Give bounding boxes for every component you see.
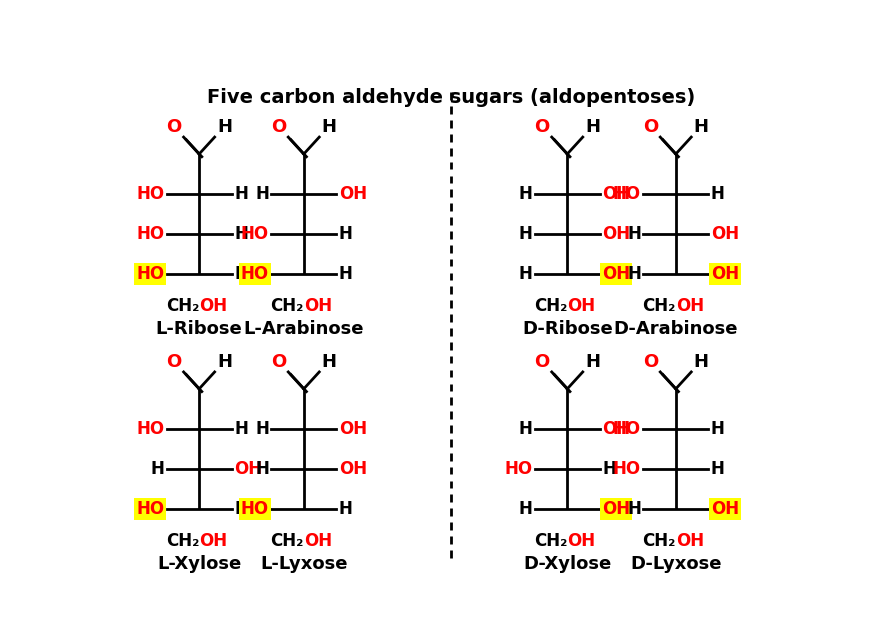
Text: OH: OH	[199, 532, 227, 550]
Text: H: H	[711, 185, 724, 203]
Text: H: H	[711, 460, 724, 478]
Text: HO: HO	[504, 460, 532, 478]
Text: CH₂: CH₂	[270, 297, 304, 315]
Text: OH: OH	[304, 297, 332, 315]
Text: HO: HO	[241, 265, 269, 283]
Text: CH₂: CH₂	[642, 532, 676, 550]
Text: CH₂: CH₂	[165, 532, 199, 550]
Text: OH: OH	[711, 265, 738, 283]
Text: OH: OH	[602, 420, 630, 438]
Text: OH: OH	[304, 532, 332, 550]
Text: H: H	[255, 460, 269, 478]
Text: HO: HO	[612, 420, 641, 438]
Text: H: H	[234, 265, 248, 283]
Text: CH₂: CH₂	[165, 297, 199, 315]
Text: H: H	[693, 118, 708, 136]
Text: OH: OH	[676, 297, 704, 315]
Text: H: H	[321, 118, 336, 136]
Text: H: H	[234, 420, 248, 438]
Text: O: O	[271, 118, 286, 136]
Text: Five carbon aldehyde sugars (aldopentoses): Five carbon aldehyde sugars (aldopentose…	[207, 88, 695, 107]
Text: H: H	[711, 420, 724, 438]
Text: OH: OH	[339, 420, 367, 438]
Text: OH: OH	[602, 265, 630, 283]
Text: L-Ribose: L-Ribose	[156, 320, 243, 338]
Text: O: O	[166, 353, 181, 371]
Text: H: H	[627, 500, 641, 518]
Text: H: H	[627, 225, 641, 243]
Text: H: H	[150, 460, 165, 478]
Text: H: H	[339, 500, 353, 518]
Text: HO: HO	[136, 500, 165, 518]
Text: H: H	[217, 118, 232, 136]
Text: H: H	[602, 460, 616, 478]
Text: HO: HO	[136, 265, 165, 283]
Text: HO: HO	[136, 225, 165, 243]
Text: H: H	[518, 225, 532, 243]
Text: OH: OH	[711, 500, 738, 518]
Text: H: H	[518, 185, 532, 203]
Text: H: H	[234, 500, 248, 518]
Text: H: H	[339, 225, 353, 243]
Text: D-Ribose: D-Ribose	[522, 320, 612, 338]
Text: OH: OH	[339, 460, 367, 478]
Text: H: H	[234, 185, 248, 203]
Text: O: O	[271, 353, 286, 371]
Text: H: H	[339, 265, 353, 283]
Text: H: H	[234, 225, 248, 243]
Text: L-Xylose: L-Xylose	[157, 555, 241, 573]
Text: L-Lyxose: L-Lyxose	[260, 555, 348, 573]
Text: HO: HO	[136, 420, 165, 438]
Text: L-Arabinose: L-Arabinose	[244, 320, 364, 338]
Text: OH: OH	[199, 297, 227, 315]
Text: HO: HO	[612, 460, 641, 478]
Text: O: O	[534, 118, 549, 136]
Text: CH₂: CH₂	[270, 532, 304, 550]
Text: OH: OH	[568, 297, 596, 315]
Text: OH: OH	[602, 500, 630, 518]
Text: H: H	[217, 353, 232, 371]
Text: D-Arabinose: D-Arabinose	[613, 320, 738, 338]
Text: CH₂: CH₂	[642, 297, 676, 315]
Text: OH: OH	[676, 532, 704, 550]
Text: H: H	[255, 185, 269, 203]
Text: OH: OH	[339, 185, 367, 203]
Text: D-Xylose: D-Xylose	[523, 555, 612, 573]
Text: CH₂: CH₂	[534, 297, 568, 315]
Text: H: H	[518, 265, 532, 283]
Text: HO: HO	[136, 185, 165, 203]
Text: CH₂: CH₂	[534, 532, 568, 550]
Text: O: O	[642, 353, 658, 371]
Text: OH: OH	[711, 225, 738, 243]
Text: HO: HO	[241, 225, 269, 243]
Text: H: H	[518, 420, 532, 438]
Text: O: O	[166, 118, 181, 136]
Text: H: H	[585, 353, 600, 371]
Text: OH: OH	[602, 185, 630, 203]
Text: H: H	[321, 353, 336, 371]
Text: H: H	[627, 265, 641, 283]
Text: H: H	[255, 420, 269, 438]
Text: OH: OH	[234, 460, 262, 478]
Text: H: H	[585, 118, 600, 136]
Text: D-Lyxose: D-Lyxose	[630, 555, 722, 573]
Text: O: O	[534, 353, 549, 371]
Text: OH: OH	[602, 225, 630, 243]
Text: O: O	[642, 118, 658, 136]
Text: HO: HO	[241, 500, 269, 518]
Text: OH: OH	[568, 532, 596, 550]
Text: H: H	[518, 500, 532, 518]
Text: HO: HO	[612, 185, 641, 203]
Text: H: H	[693, 353, 708, 371]
